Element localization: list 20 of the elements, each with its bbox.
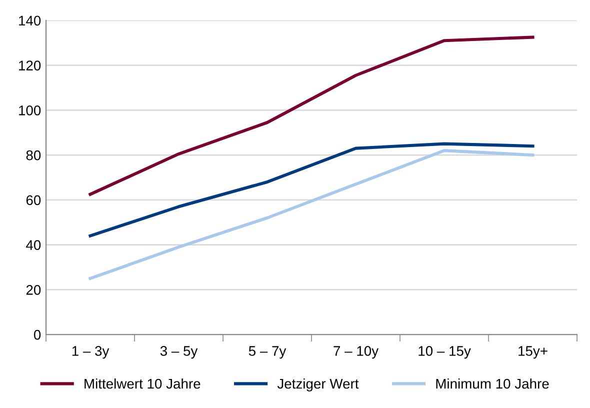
legend-label: Jetziger Wert [277,378,359,392]
x-tick-label: 5 – 7y [248,346,286,359]
y-tick-label: 120 [19,60,41,70]
line-series [88,36,534,196]
x-tick-label: 15y+ [518,346,548,359]
x-tick-label: 1 – 3y [72,346,110,359]
line-series [88,142,534,238]
y-tick-label: 140 [19,16,41,26]
x-tick-label: 10 – 15y [418,346,471,359]
x-tick-label: 3 – 5y [160,346,198,359]
y-tick-label: 100 [19,105,41,116]
x-tick-label: 7 – 10y [334,346,379,359]
y-tick-label: 20 [26,285,41,295]
y-tick-label: 80 [26,150,41,160]
y-tick-label: 40 [26,240,41,250]
legend-label: Minimum 10 Jahre [436,378,549,389]
legend-label: Mittelwert 10 Jahre [84,378,200,389]
y-tick-label: 0 [34,330,41,340]
line-series [88,149,534,280]
y-tick-label: 60 [26,195,41,206]
